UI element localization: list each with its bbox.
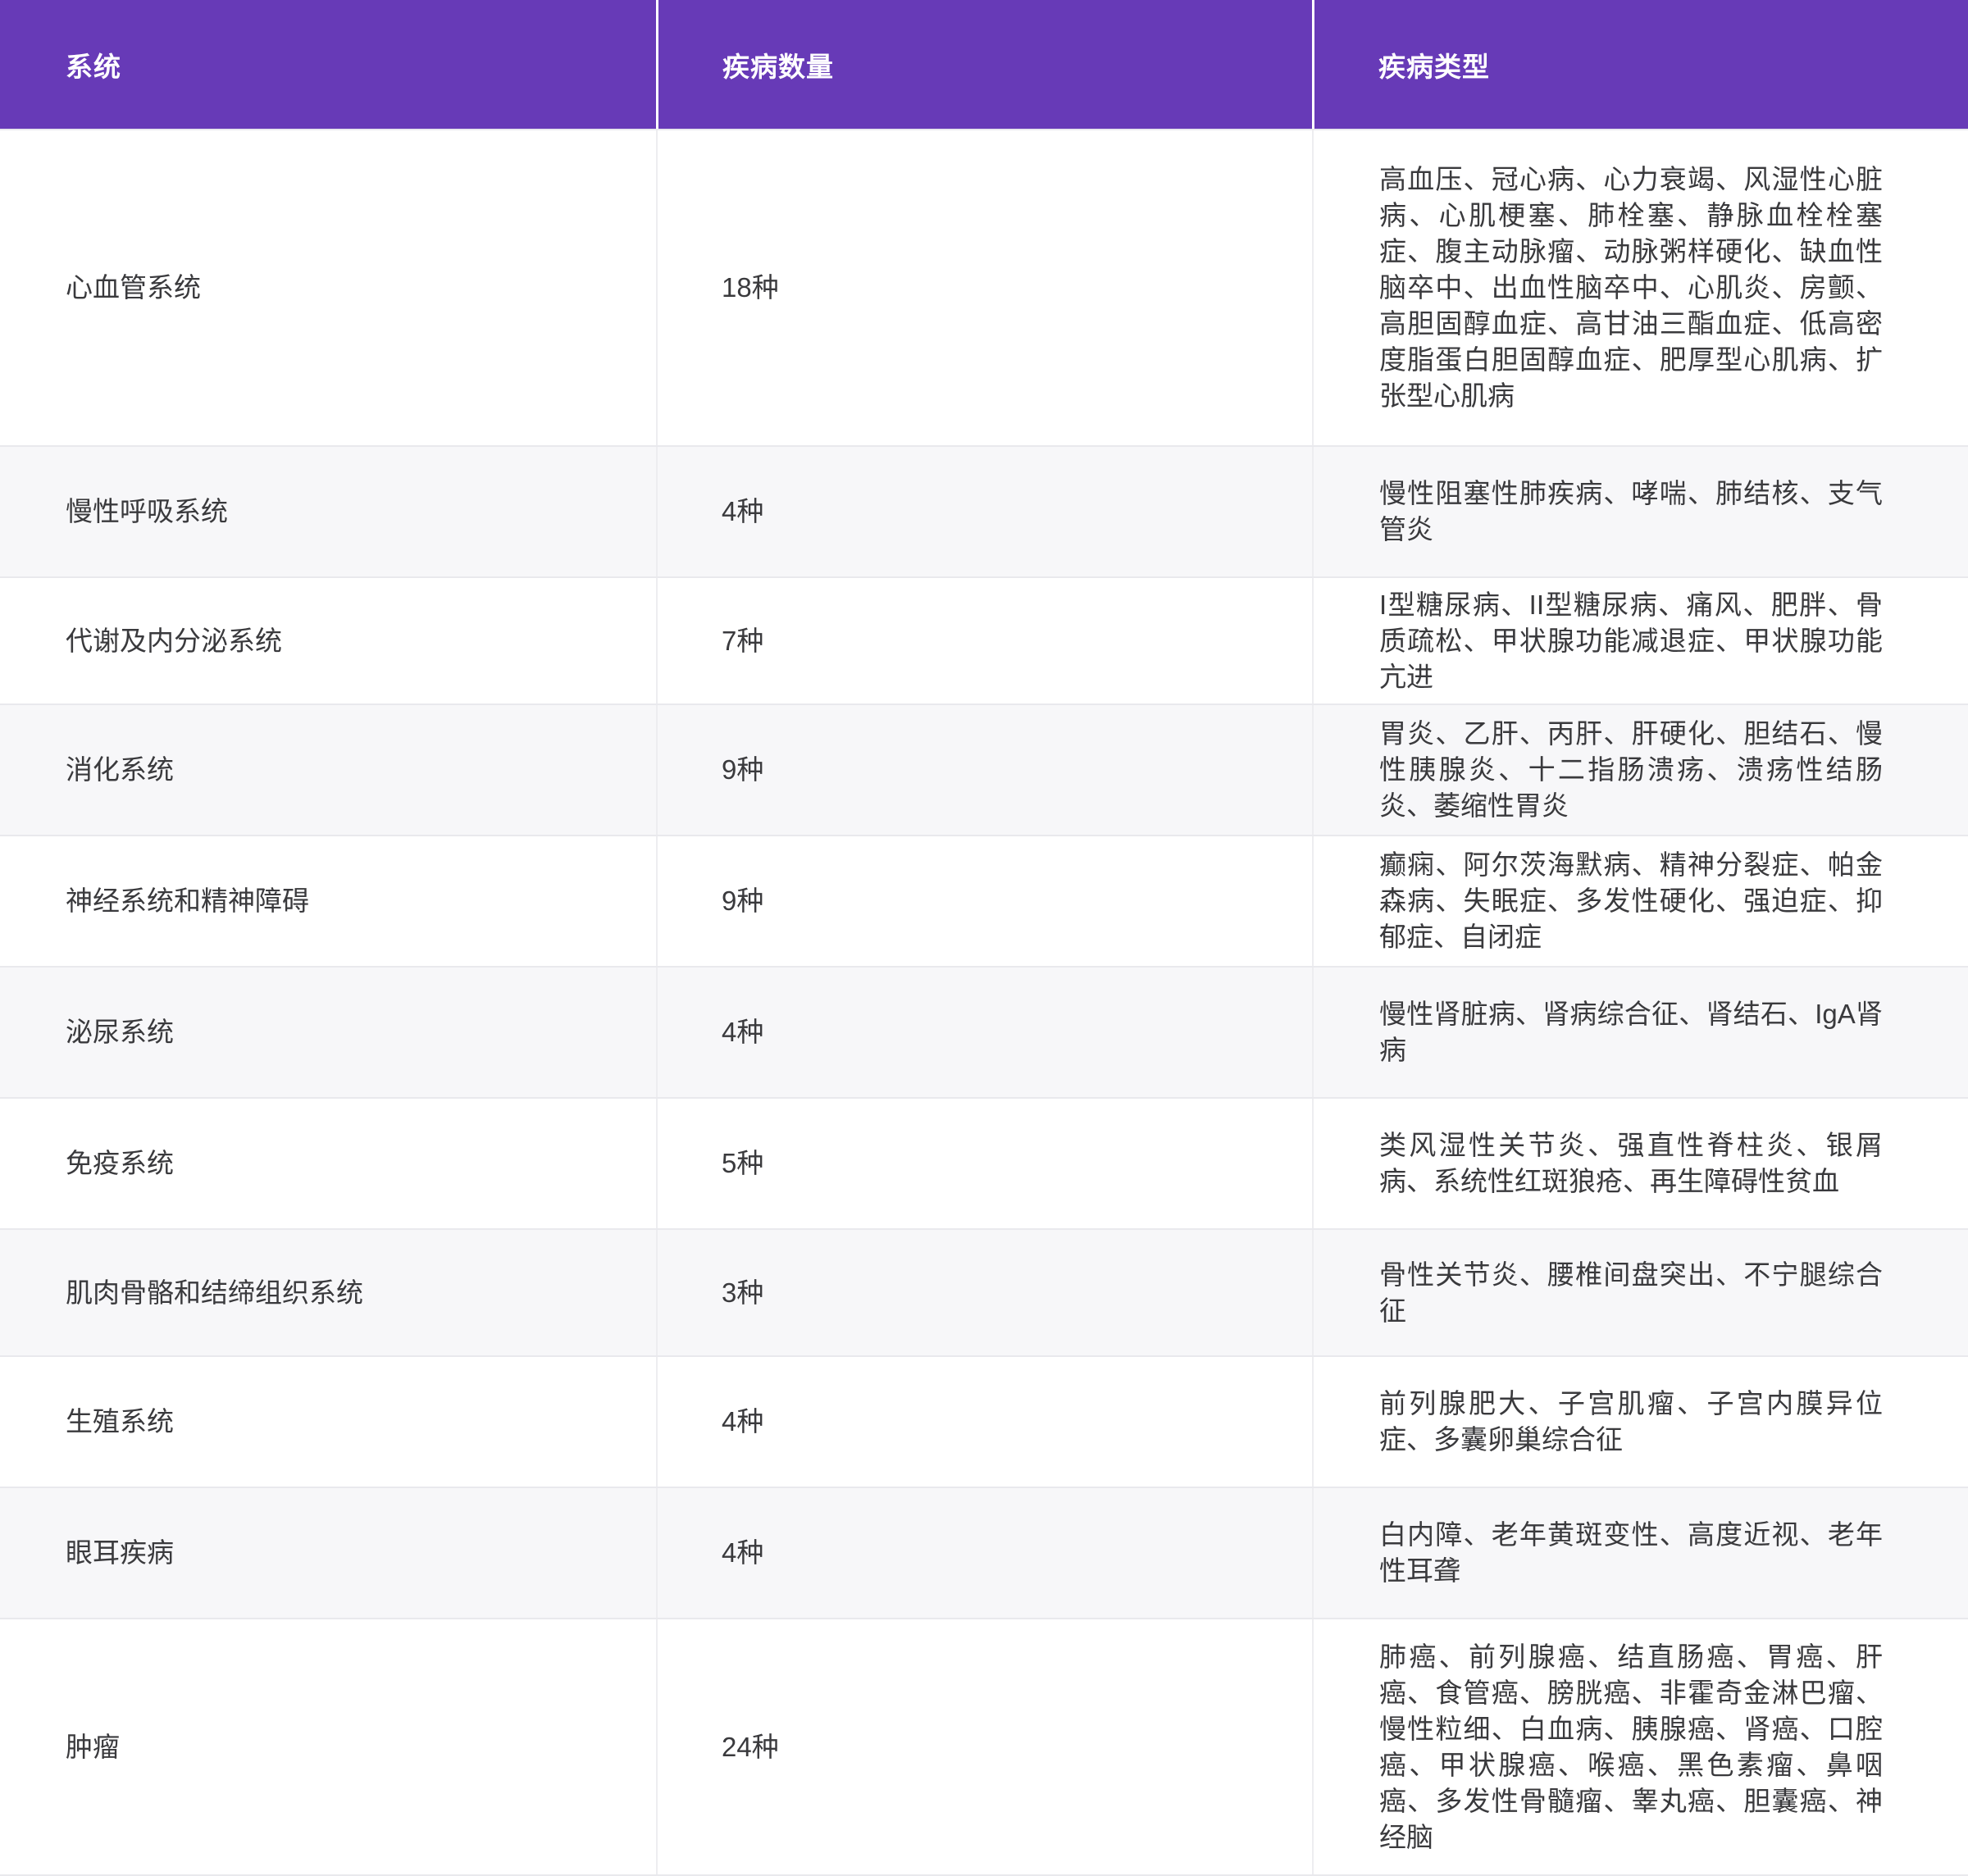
system-label: 眼耳疾病 (66, 1537, 174, 1568)
system-cell: 慢性呼吸系统 (0, 447, 656, 576)
system-label: 泌尿系统 (66, 1017, 174, 1047)
count-cell: 4种 (656, 968, 1312, 1097)
table-body: 心血管系统 18种 高血压、冠心病、心力衰竭、风湿性心脏病、心肌梗塞、肺栓塞、静… (0, 129, 1968, 1876)
count-cell: 18种 (656, 130, 1312, 445)
types-cell: 前列腺肥大、子宫肌瘤、子宫内膜异位症、多囊卵巢综合征 (1312, 1357, 1968, 1487)
count-value: 5种 (722, 1148, 764, 1178)
system-cell: 代谢及内分泌系统 (0, 578, 656, 704)
table-row: 慢性呼吸系统 4种 慢性阻塞性肺疾病、哮喘、肺结核、支气管炎 (0, 445, 1968, 576)
system-label: 生殖系统 (66, 1406, 174, 1437)
types-cell: 胃炎、乙肝、丙肝、肝硬化、胆结石、慢性胰腺炎、十二指肠溃疡、溃疡性结肠炎、萎缩性… (1312, 705, 1968, 835)
system-cell: 消化系统 (0, 705, 656, 835)
system-cell: 免疫系统 (0, 1099, 656, 1228)
system-cell: 肌肉骨骼和结缔组织系统 (0, 1230, 656, 1355)
table-row: 消化系统 9种 胃炎、乙肝、丙肝、肝硬化、胆结石、慢性胰腺炎、十二指肠溃疡、溃疡… (0, 704, 1968, 835)
types-text: 白内障、老年黄斑变性、高度近视、老年性耳聋 (1379, 1519, 1883, 1586)
header-disease-types: 疾病类型 (1312, 0, 1968, 129)
types-cell: 肺癌、前列腺癌、结直肠癌、胃癌、肝癌、食管癌、膀胱癌、非霍奇金淋巴瘤、慢性粒细、… (1312, 1619, 1968, 1874)
types-text: 慢性肾脏病、肾病综合征、肾结石、IgA肾病 (1379, 999, 1883, 1065)
types-cell: 类风湿性关节炎、强直性脊柱炎、银屑病、系统性红斑狼疮、再生障碍性贫血 (1312, 1099, 1968, 1228)
types-cell: 高血压、冠心病、心力衰竭、风湿性心脏病、心肌梗塞、肺栓塞、静脉血栓栓塞症、腹主动… (1312, 130, 1968, 445)
types-text: 肺癌、前列腺癌、结直肠癌、胃癌、肝癌、食管癌、膀胱癌、非霍奇金淋巴瘤、慢性粒细、… (1379, 1641, 1883, 1852)
types-cell: 白内障、老年黄斑变性、高度近视、老年性耳聋 (1312, 1488, 1968, 1618)
system-cell: 生殖系统 (0, 1357, 656, 1487)
table-row: 肿瘤 24种 肺癌、前列腺癌、结直肠癌、胃癌、肝癌、食管癌、膀胱癌、非霍奇金淋巴… (0, 1618, 1968, 1876)
table-row: 泌尿系统 4种 慢性肾脏病、肾病综合征、肾结石、IgA肾病 (0, 966, 1968, 1097)
system-label: 心血管系统 (66, 272, 201, 303)
count-value: 4种 (722, 1406, 764, 1437)
table-row: 心血管系统 18种 高血压、冠心病、心力衰竭、风湿性心脏病、心肌梗塞、肺栓塞、静… (0, 129, 1968, 445)
system-label: 肿瘤 (66, 1731, 120, 1762)
count-value: 4种 (722, 1017, 764, 1047)
count-cell: 9种 (656, 836, 1312, 966)
types-text: 前列腺肥大、子宫肌瘤、子宫内膜异位症、多囊卵巢综合征 (1379, 1388, 1883, 1455)
count-cell: 4种 (656, 447, 1312, 576)
types-cell: 慢性肾脏病、肾病综合征、肾结石、IgA肾病 (1312, 968, 1968, 1097)
table-row: 眼耳疾病 4种 白内障、老年黄斑变性、高度近视、老年性耳聋 (0, 1487, 1968, 1618)
system-label: 消化系统 (66, 754, 174, 785)
types-cell: 慢性阻塞性肺疾病、哮喘、肺结核、支气管炎 (1312, 447, 1968, 576)
system-label: 肌肉骨骼和结缔组织系统 (66, 1277, 363, 1308)
table-row: 免疫系统 5种 类风湿性关节炎、强直性脊柱炎、银屑病、系统性红斑狼疮、再生障碍性… (0, 1097, 1968, 1228)
types-text: 骨性关节炎、腰椎间盘突出、不宁腿综合征 (1379, 1259, 1883, 1326)
count-value: 9种 (722, 886, 764, 916)
count-cell: 24种 (656, 1619, 1312, 1874)
types-cell: 骨性关节炎、腰椎间盘突出、不宁腿综合征 (1312, 1230, 1968, 1355)
header-disease-count: 疾病数量 (656, 0, 1312, 129)
types-cell: I型糖尿病、II型糖尿病、痛风、肥胖、骨质疏松、甲状腺功能减退症、甲状腺功能亢进 (1312, 578, 1968, 704)
types-cell: 癫痫、阿尔茨海默病、精神分裂症、帕金森病、失眠症、多发性硬化、强迫症、抑郁症、自… (1312, 836, 1968, 966)
count-value: 4种 (722, 1537, 764, 1568)
count-value: 9种 (722, 754, 764, 785)
types-text: 高血压、冠心病、心力衰竭、风湿性心脏病、心肌梗塞、肺栓塞、静脉血栓栓塞症、腹主动… (1379, 164, 1883, 411)
system-cell: 肿瘤 (0, 1619, 656, 1874)
count-value: 3种 (722, 1277, 764, 1308)
system-cell: 眼耳疾病 (0, 1488, 656, 1618)
types-text: 胃炎、乙肝、丙肝、肝硬化、胆结石、慢性胰腺炎、十二指肠溃疡、溃疡性结肠炎、萎缩性… (1379, 718, 1883, 821)
count-value: 18种 (722, 272, 779, 303)
system-cell: 泌尿系统 (0, 968, 656, 1097)
system-cell: 心血管系统 (0, 130, 656, 445)
table-row: 神经系统和精神障碍 9种 癫痫、阿尔茨海默病、精神分裂症、帕金森病、失眠症、多发… (0, 835, 1968, 966)
table-row: 肌肉骨骼和结缔组织系统 3种 骨性关节炎、腰椎间盘突出、不宁腿综合征 (0, 1228, 1968, 1355)
count-cell: 4种 (656, 1357, 1312, 1487)
header-system: 系统 (66, 51, 121, 82)
table-row: 生殖系统 4种 前列腺肥大、子宫肌瘤、子宫内膜异位症、多囊卵巢综合征 (0, 1355, 1968, 1487)
types-text: 癫痫、阿尔茨海默病、精神分裂症、帕金森病、失眠症、多发性硬化、强迫症、抑郁症、自… (1379, 849, 1883, 952)
types-text: 类风湿性关节炎、强直性脊柱炎、银屑病、系统性红斑狼疮、再生障碍性贫血 (1379, 1130, 1883, 1196)
table-header-row: 系统 疾病数量 疾病类型 (0, 0, 1968, 129)
system-label: 免疫系统 (66, 1148, 174, 1178)
table-row: 代谢及内分泌系统 7种 I型糖尿病、II型糖尿病、痛风、肥胖、骨质疏松、甲状腺功… (0, 576, 1968, 704)
system-label: 代谢及内分泌系统 (66, 625, 282, 656)
count-cell: 5种 (656, 1099, 1312, 1228)
count-value: 4种 (722, 496, 764, 526)
count-cell: 9种 (656, 705, 1312, 835)
count-value: 24种 (722, 1731, 779, 1762)
count-cell: 3种 (656, 1230, 1312, 1355)
types-text: 慢性阻塞性肺疾病、哮喘、肺结核、支气管炎 (1379, 478, 1883, 544)
types-text: I型糖尿病、II型糖尿病、痛风、肥胖、骨质疏松、甲状腺功能减退症、甲状腺功能亢进 (1379, 589, 1883, 692)
count-cell: 7种 (656, 578, 1312, 704)
count-cell: 4种 (656, 1488, 1312, 1618)
count-value: 7种 (722, 625, 764, 656)
system-label: 神经系统和精神障碍 (66, 886, 309, 916)
system-label: 慢性呼吸系统 (66, 496, 228, 526)
system-cell: 神经系统和精神障碍 (0, 836, 656, 966)
